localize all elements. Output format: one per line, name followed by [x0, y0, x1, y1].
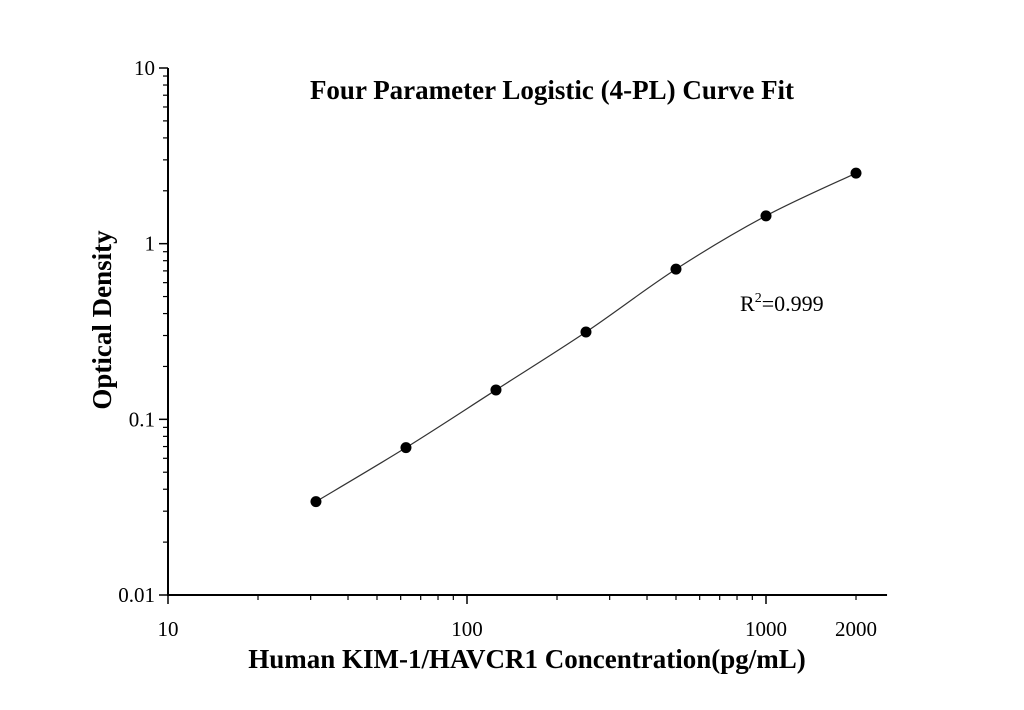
x-tick-labels: 10 100 1000 2000	[158, 617, 878, 641]
y-tick-label: 0.1	[129, 407, 155, 431]
y-tick-label: 1	[145, 232, 156, 256]
y-tick-label: 0.01	[118, 583, 155, 607]
data-point	[400, 442, 412, 454]
y-tick-labels: 0.01 0.1 1 10	[118, 56, 155, 607]
x-tick-label: 10	[158, 617, 179, 641]
data-point	[490, 384, 502, 396]
x-axis-label: Human KIM-1/HAVCR1 Concentration(pg/mL)	[248, 644, 806, 674]
x-tick-label: 100	[451, 617, 483, 641]
y-tick-label: 10	[134, 56, 155, 80]
data-point	[670, 263, 682, 275]
data-points	[310, 167, 862, 508]
data-point	[850, 167, 862, 179]
r-squared-annotation: R2=0.999	[740, 291, 824, 316]
axes	[159, 67, 888, 604]
y-axis-label: Optical Density	[87, 230, 117, 410]
data-point	[760, 210, 772, 222]
data-point	[310, 496, 322, 508]
data-point	[580, 326, 592, 338]
x-tick-label: 1000	[745, 617, 787, 641]
x-tick-label: 2000	[835, 617, 877, 641]
chart-title: Four Parameter Logistic (4-PL) Curve Fit	[310, 75, 794, 105]
